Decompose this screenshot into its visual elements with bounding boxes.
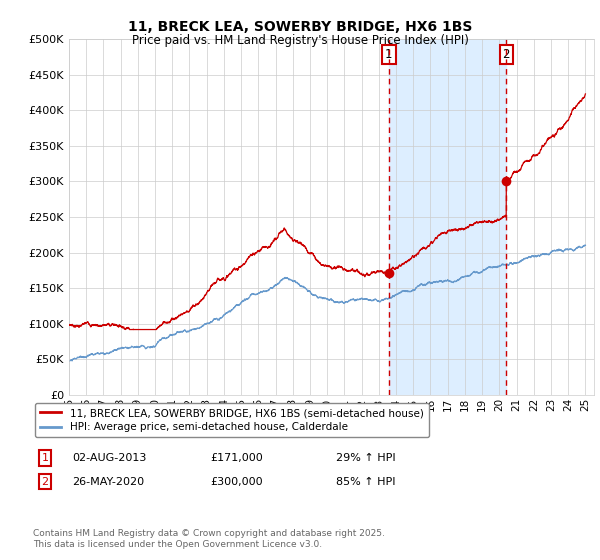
Text: Price paid vs. HM Land Registry's House Price Index (HPI): Price paid vs. HM Land Registry's House … — [131, 34, 469, 46]
Text: £300,000: £300,000 — [210, 477, 263, 487]
Bar — [389, 39, 506, 395]
Text: 1: 1 — [385, 48, 392, 61]
Text: 85% ↑ HPI: 85% ↑ HPI — [336, 477, 395, 487]
Text: 29% ↑ HPI: 29% ↑ HPI — [336, 453, 395, 463]
Text: 2: 2 — [41, 477, 49, 487]
Text: Contains HM Land Registry data © Crown copyright and database right 2025.
This d: Contains HM Land Registry data © Crown c… — [33, 529, 385, 549]
Text: 2: 2 — [502, 48, 510, 61]
Text: 1: 1 — [41, 453, 49, 463]
Text: £171,000: £171,000 — [210, 453, 263, 463]
Legend: 11, BRECK LEA, SOWERBY BRIDGE, HX6 1BS (semi-detached house), HPI: Average price: 11, BRECK LEA, SOWERBY BRIDGE, HX6 1BS (… — [35, 403, 428, 437]
Text: 11, BRECK LEA, SOWERBY BRIDGE, HX6 1BS: 11, BRECK LEA, SOWERBY BRIDGE, HX6 1BS — [128, 20, 472, 34]
Text: 26-MAY-2020: 26-MAY-2020 — [72, 477, 144, 487]
Text: 02-AUG-2013: 02-AUG-2013 — [72, 453, 146, 463]
